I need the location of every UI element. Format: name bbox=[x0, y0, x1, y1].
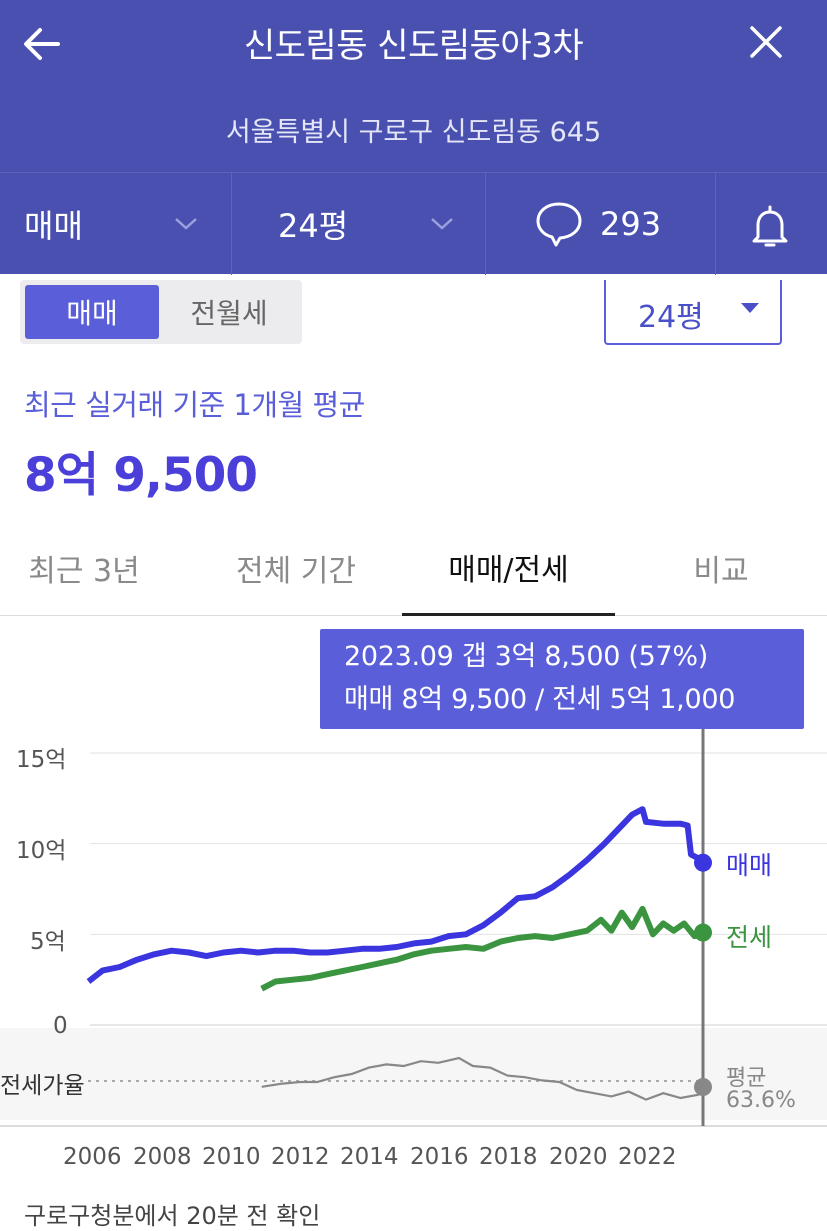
size-label: 24평 bbox=[278, 207, 349, 245]
deal-type-dropdown[interactable]: 매매 bbox=[0, 173, 231, 275]
chat-bubble-icon bbox=[536, 202, 582, 247]
tooltip-line-1: 2023.09 갭 3억 8,500 (57%) bbox=[344, 641, 709, 672]
ratio-avg-label: 평균 bbox=[726, 1066, 767, 1091]
tab-all-period[interactable]: 전체 기간 bbox=[236, 554, 356, 589]
notification-button[interactable] bbox=[716, 173, 827, 275]
tab-sale-jeonse[interactable]: 매매/전세 bbox=[402, 520, 615, 616]
comment-count: 293 bbox=[600, 205, 662, 243]
period-tabs: 최근 3년 전체 기간 매매/전세 비교 bbox=[0, 520, 827, 616]
y-tick-label: 5억 bbox=[30, 929, 66, 955]
tab-recent-3y[interactable]: 최근 3년 bbox=[28, 554, 140, 589]
jeonse-point-dot bbox=[694, 923, 712, 942]
x-tick-label: 2014 bbox=[340, 1144, 399, 1170]
filter-bar: 매매 24평 293 bbox=[0, 172, 827, 275]
tooltip-line-2: 매매 8억 9,500 / 전세 5억 1,000 bbox=[344, 684, 736, 715]
ratio-line bbox=[261, 1056, 707, 1101]
segment-sale[interactable]: 매매 bbox=[25, 285, 159, 339]
series-line-sale bbox=[86, 806, 708, 984]
ratio-point-dot bbox=[694, 1078, 712, 1096]
x-tick-label: 2006 bbox=[63, 1144, 122, 1170]
x-tick-label: 2010 bbox=[202, 1144, 261, 1170]
x-tick-label: 2018 bbox=[479, 1144, 538, 1170]
ratio-panel-bg bbox=[0, 1028, 827, 1120]
tab-compare[interactable]: 비교 bbox=[693, 554, 749, 589]
price-chart[interactable] bbox=[0, 620, 827, 1130]
chevron-down-icon bbox=[431, 218, 453, 230]
sale-series-label: 매매 bbox=[726, 851, 773, 880]
ratio-panel-label: 전세가율 bbox=[0, 1073, 85, 1099]
back-arrow-icon[interactable] bbox=[18, 20, 66, 68]
x-tick-label: 2012 bbox=[271, 1144, 330, 1170]
average-price: 8억 9,500 bbox=[24, 448, 258, 503]
x-tick-label: 2008 bbox=[133, 1144, 192, 1170]
size-select[interactable]: 24평 bbox=[604, 280, 782, 345]
jeonse-series-label: 전세 bbox=[726, 923, 773, 952]
top-header: 신도림동 신도림동아3차 서울특별시 구로구 신도림동 645 bbox=[0, 0, 827, 172]
x-tick-label: 2022 bbox=[618, 1144, 677, 1170]
y-tick-label: 10억 bbox=[16, 838, 67, 864]
address-text: 서울특별시 구로구 신도림동 645 bbox=[225, 117, 602, 148]
series-line-jeonse bbox=[260, 905, 708, 992]
caret-down-icon bbox=[741, 303, 759, 313]
ratio-avg-value: 63.6% bbox=[726, 1088, 796, 1113]
sale-point-dot bbox=[694, 853, 712, 872]
segment-rent[interactable]: 전월세 bbox=[190, 297, 268, 330]
size-dropdown[interactable]: 24평 bbox=[232, 173, 485, 275]
y-tick-label: 15억 bbox=[16, 747, 67, 773]
footer-note: 구로구청분에서 20분 전 확인 bbox=[24, 1202, 321, 1230]
bell-icon bbox=[752, 205, 788, 247]
x-tick-label: 2016 bbox=[410, 1144, 469, 1170]
chart-tooltip: 2023.09 갭 3억 8,500 (57%) 매매 8억 9,500 / 전… bbox=[320, 629, 804, 729]
close-icon[interactable] bbox=[742, 18, 790, 66]
page-title: 신도림동 신도림동아3차 bbox=[243, 26, 584, 66]
chevron-down-icon bbox=[175, 218, 197, 230]
y-tick-label: 0 bbox=[53, 1013, 68, 1039]
price-caption: 최근 실거래 기준 1개월 평균 bbox=[24, 388, 365, 422]
x-tick-label: 2020 bbox=[549, 1144, 608, 1170]
size-select-value: 24평 bbox=[638, 300, 704, 335]
deal-type-label: 매매 bbox=[24, 207, 83, 245]
trade-type-toggle: 매매 전월세 bbox=[20, 280, 302, 344]
comments-button[interactable]: 293 bbox=[486, 173, 715, 275]
